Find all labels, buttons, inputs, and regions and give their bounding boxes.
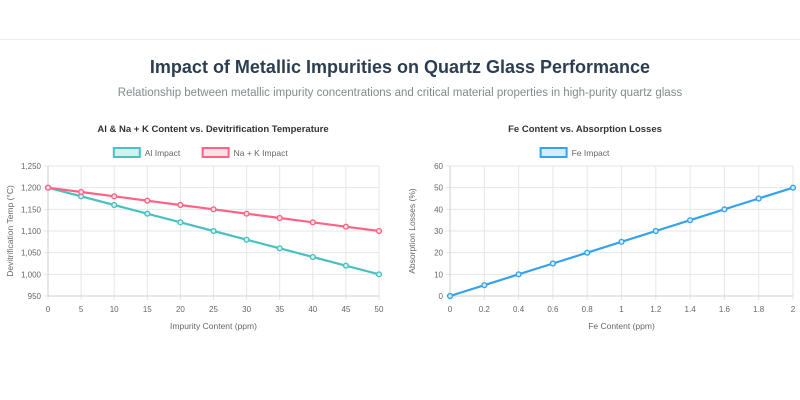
x-tick-label: 30 [242, 305, 251, 314]
data-point [375, 227, 383, 235]
x-tick-label: 0.2 [479, 305, 491, 314]
legend-label: Na + K Impact [234, 148, 289, 158]
data-point [549, 260, 557, 267]
data-point [44, 184, 52, 191]
x-tick-label: 1.6 [719, 305, 731, 314]
y-tick-label: 30 [434, 227, 443, 236]
data-point [309, 253, 316, 261]
page-title: Impact of Metallic Impurities on Quartz … [149, 57, 651, 77]
data-point [276, 245, 283, 252]
data-point [177, 219, 184, 226]
x-tick-label: 50 [375, 305, 384, 314]
data-point [515, 271, 522, 278]
x-tick-label: 15 [143, 305, 152, 314]
data-point [342, 223, 350, 230]
data-point [618, 238, 625, 245]
x-tick-label: 0 [46, 305, 51, 314]
y-tick-label: 0 [439, 292, 444, 301]
x-tick-label: 5 [79, 305, 84, 314]
y-tick-label: 1,150 [21, 205, 42, 214]
y-tick-label: 1,200 [21, 184, 42, 193]
y-tick-label: 1,050 [21, 249, 42, 258]
data-point [243, 236, 250, 243]
data-point [111, 193, 118, 200]
data-point [342, 262, 350, 269]
data-point [686, 217, 694, 224]
y-tick-label: 950 [28, 292, 42, 301]
y-tick-label: 1,100 [21, 227, 42, 236]
x-tick-label: 25 [209, 305, 218, 314]
legend-label: Fe Impact [572, 148, 610, 158]
data-point [144, 210, 151, 217]
data-point [721, 206, 728, 213]
data-point [243, 210, 250, 217]
x-tick-label: 1 [619, 305, 624, 314]
x-tick-label: 10 [110, 305, 119, 314]
data-point [789, 184, 797, 191]
y-tick-label: 50 [434, 184, 443, 193]
data-point [446, 292, 454, 300]
x-tick-label: 0 [448, 305, 453, 314]
x-tick-label: 1.2 [650, 305, 662, 314]
data-point [584, 249, 591, 256]
y-tick-label: 40 [434, 205, 443, 214]
y-tick-label: 60 [434, 162, 443, 171]
data-point [276, 214, 283, 222]
x-tick-label: 2 [791, 305, 796, 314]
y-tick-label: 1,250 [21, 162, 42, 171]
data-point [144, 197, 151, 204]
y-tick-label: 1,000 [21, 270, 42, 279]
legend-swatch [112, 147, 141, 158]
x-axis-title: Impurity Content (ppm) [170, 321, 257, 331]
x-tick-label: 35 [275, 305, 284, 314]
data-point [210, 227, 217, 235]
y-tick-label: 20 [434, 249, 443, 258]
chart-title: Al & Na + K Content vs. Devitrification … [97, 124, 328, 135]
data-point [210, 206, 217, 213]
x-tick-label: 45 [341, 305, 350, 314]
data-point [652, 227, 659, 235]
legend-swatch [201, 147, 230, 158]
page-subtitle: Relationship between metallic impurity c… [117, 87, 683, 99]
x-tick-label: 40 [308, 305, 317, 314]
x-tick-label: 0.6 [547, 305, 559, 314]
data-point [755, 195, 762, 202]
x-tick-label: 0.4 [513, 305, 525, 314]
x-tick-label: 20 [176, 305, 185, 314]
x-tick-label: 1.8 [753, 305, 765, 314]
y-axis-title: Devitrification Temp (°C) [5, 185, 15, 277]
header-divider [0, 39, 800, 40]
data-point [77, 188, 85, 196]
legend-label: Al Impact [145, 148, 181, 158]
y-tick-label: 10 [434, 270, 443, 279]
data-point [309, 219, 316, 226]
data-point [111, 201, 118, 209]
x-tick-label: 1.4 [685, 305, 697, 314]
x-axis-title: Fe Content (ppm) [588, 321, 655, 331]
data-point [481, 282, 488, 289]
y-axis-title: Absorption Losses (%) [407, 188, 417, 274]
chart-title: Fe Content vs. Absorption Losses [508, 124, 662, 135]
legend-swatch [539, 147, 568, 158]
x-tick-label: 0.8 [582, 305, 594, 314]
data-point [375, 271, 383, 278]
data-point [177, 201, 184, 209]
